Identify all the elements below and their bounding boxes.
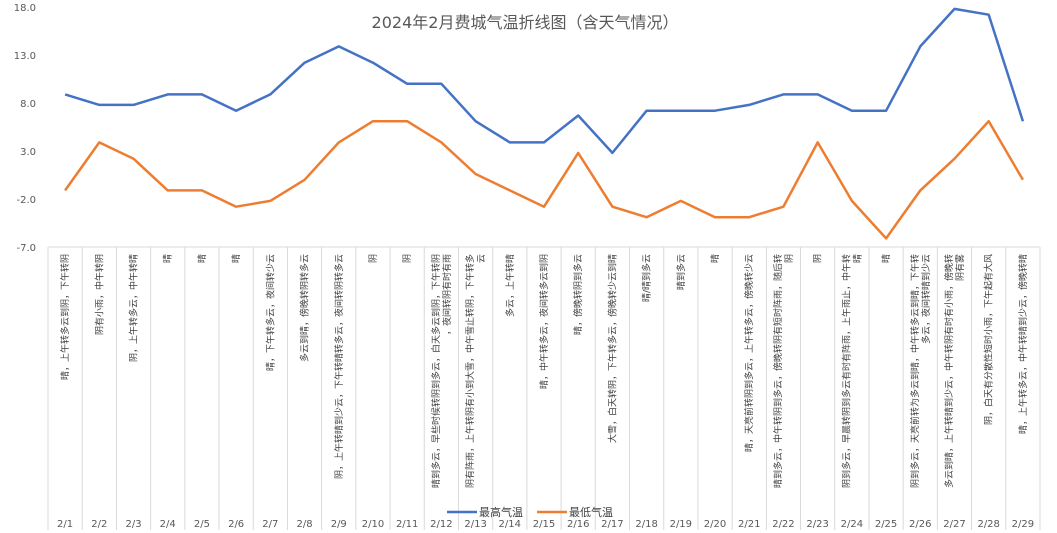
x-tick-label: 2/24 [841, 519, 863, 530]
x-tick-label: 2/10 [362, 519, 384, 530]
x-tick-label: 2/23 [806, 519, 828, 530]
weather-label: 多云到晴，傍晚转阴转多云 [299, 254, 311, 362]
x-tick-label: 2/15 [533, 519, 555, 530]
weather-label: 阴到多云，早晨转阴到多云有时有阵雨，上午雨止，中午转晴 [840, 254, 863, 488]
x-tick-label: 2/4 [160, 519, 176, 530]
weather-label: 晴，下午转多云，夜间转少云 [264, 254, 276, 371]
x-tick-label: 2/2 [91, 519, 107, 530]
weather-label: 阴到多云，天亮前转为多云到晴，中午转多云到晴，下午转多云，夜间转晴到少云 [909, 254, 932, 488]
x-tick-label: 2/21 [738, 519, 760, 530]
x-tick-label: 2/29 [1012, 519, 1034, 530]
weather-label: 晴/晴到多云 [641, 254, 653, 302]
weather-label: 晴 [709, 254, 721, 263]
weather-label: 晴，上午转多云，中午转晴到少云，傍晚转晴 [1017, 254, 1029, 434]
weather-label: 晴到多云，中午转阴到多云，傍晚转阴有短时阵雨，随后转阴 [772, 254, 795, 488]
x-tick-label: 2/7 [262, 519, 278, 530]
x-tick-label: 2/3 [125, 519, 141, 530]
weather-label: 晴，傍晚转阴到多云 [572, 254, 584, 335]
x-tick-label: 2/17 [601, 519, 623, 530]
chart-title: 2024年2月费城气温折线图（含天气情况） [372, 13, 679, 32]
legend: 最高气温 最低气温 [447, 505, 613, 519]
weather-label: 晴 [196, 254, 208, 263]
x-tick-label: 2/26 [909, 519, 931, 530]
x-tick-label: 2/9 [331, 519, 347, 530]
weather-label: 多云到晴，上午转晴到少云，中午转阴有时有小雨，傍晚转阴有雾 [943, 254, 966, 488]
weather-label: 大雪，白天转阴，下午转多云，傍晚转少云到晴 [606, 254, 618, 443]
x-tick-label: 2/25 [875, 519, 897, 530]
y-tick-label: 8.0 [20, 99, 36, 110]
weather-label: 晴 [162, 254, 174, 263]
weather-label: 晴 [880, 254, 892, 263]
weather-label: 多云，上午转晴 [504, 254, 516, 317]
weather-label: 阴，上午转多云，中午转晴 [128, 254, 140, 362]
weather-label: 阴有小雨，中午转阴 [93, 254, 105, 335]
x-tick-label: 2/28 [977, 519, 999, 530]
x-tick-label: 2/11 [396, 519, 418, 530]
series-line [64, 7, 1025, 155]
y-tick-label: 18.0 [14, 3, 36, 14]
x-tick-label: 2/12 [430, 519, 452, 530]
x-tick-label: 2/14 [499, 519, 521, 530]
x-axis-labels: 2/1 2/2 2/3 2/4 2/5 2/6 2/7 2/8 2/9 2/10 2/11 2/12 2… [57, 519, 1034, 530]
weather-label: 阴 [368, 254, 379, 263]
weather-label: 晴 [230, 254, 242, 263]
weather-label: 晴到多云，早些时候转阴到多云，白天多云到阴，下午转阴，夜间转阴有时有雨 [430, 254, 453, 488]
category-separators [47, 247, 1041, 530]
weather-label: 阴 [402, 254, 413, 263]
weather-label: 阴 [813, 254, 824, 263]
x-tick-label: 2/8 [297, 519, 313, 530]
series-line [64, 119, 1024, 240]
weather-label: 晴，中午转多云，夜间转多云到阴 [538, 254, 550, 389]
x-tick-label: 2/19 [670, 519, 692, 530]
y-tick-label: 3.0 [20, 147, 36, 158]
weather-label: 晴，天亮前转阴到多云，上午转多云，傍晚转少云 [743, 254, 755, 452]
y-tick-label: 13.0 [14, 51, 36, 62]
weather-labels: 晴，上午转多云到阴，下午转阴 阴有小雨，中午转阴 阴，上午转多云，中午转晴 晴 晴 晴 晴，… [59, 254, 1029, 488]
x-tick-label: 2/1 [57, 519, 73, 530]
weather-label: 阴有阵雨，上午转阴有小到大雪，中午雪止转阴，下午转多云 [464, 254, 487, 488]
weather-label: 阴，白天有分散性短时小雨，下午起有大风 [983, 254, 995, 425]
x-tick-label: 2/27 [943, 519, 965, 530]
x-tick-label: 2/5 [194, 519, 210, 530]
weather-label: 晴，上午转多云到阴，下午转阴 [59, 254, 71, 380]
y-axis-labels: 18.0 13.0 8.0 3.0 -2.0 -7.0 [14, 3, 36, 254]
x-tick-label: 2/22 [772, 519, 794, 530]
x-tick-label: 2/16 [567, 519, 589, 530]
y-tick-label: -7.0 [16, 243, 36, 254]
series-lines [64, 7, 1025, 240]
legend-label: 最高气温 [479, 505, 523, 519]
x-tick-label: 2/18 [635, 519, 657, 530]
weather-label: 晴到多云 [675, 254, 687, 290]
weather-label: 阴，上午转晴到少云，下午转晴转多云，夜间转阴转多云 [333, 254, 345, 479]
x-tick-label: 2/13 [464, 519, 486, 530]
x-tick-label: 2/20 [704, 519, 726, 530]
y-tick-label: -2.0 [16, 195, 36, 206]
x-tick-label: 2/6 [228, 519, 244, 530]
legend-label: 最低气温 [569, 505, 613, 519]
